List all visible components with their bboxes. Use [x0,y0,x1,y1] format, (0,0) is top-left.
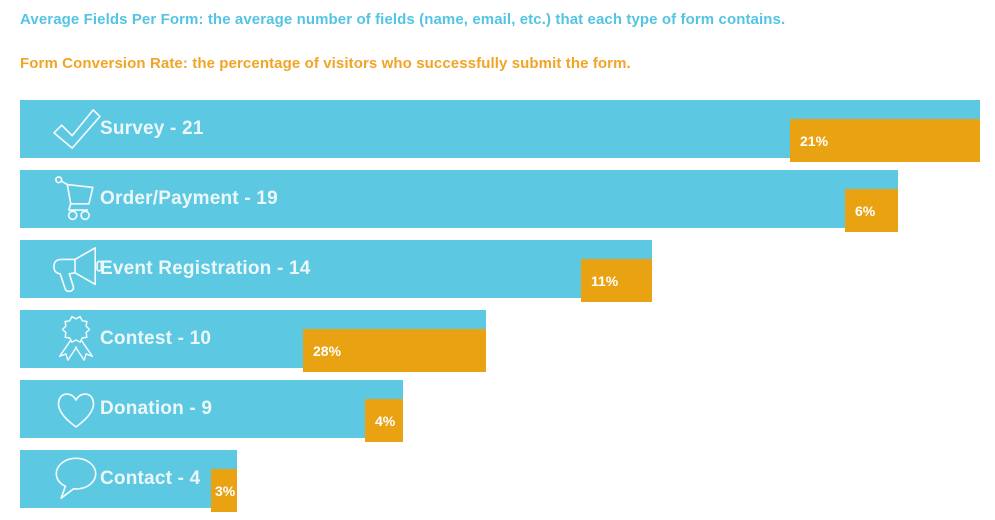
heart-icon [44,386,108,432]
category-label: Donation - 9 [100,398,213,419]
conversion-value: 21% [800,132,829,149]
fields-bar: Order/Payment - 19 [20,170,898,228]
conversion-value: 6% [855,202,876,219]
rosette-icon [44,314,108,364]
fields-definition-text: Average Fields Per Form: the average num… [20,11,786,28]
chart-row-contest: Contest - 10 28% [20,310,995,372]
conversion-value: 3% [215,482,236,499]
conversion-bar: 28% [303,329,486,372]
checkmark-icon [44,107,108,151]
category-label: Order/Payment - 19 [100,188,278,209]
conversion-bar: 3% [211,469,237,512]
chart-row-survey: Survey - 21 21% [20,100,995,162]
conversion-definition-text: Form Conversion Rate: the percentage of … [20,55,631,72]
speech-bubble-icon [44,455,108,503]
conversion-value: 4% [375,412,396,429]
category-label: Event Registration - 14 [100,258,311,279]
fields-bar: Event Registration - 14 [20,240,652,298]
fields-bar: Contact - 4 [20,450,237,508]
conversion-bar: 4% [365,399,403,442]
conversion-bar: 21% [790,119,980,162]
conversion-value: 28% [313,342,342,359]
category-label: Survey - 21 [100,118,204,139]
chart-row-order-payment: Order/Payment - 19 6% [20,170,995,232]
conversion-bar: 11% [581,259,652,302]
cart-icon [44,175,108,223]
conversion-bar: 6% [845,189,898,232]
fields-bar: Donation - 9 [20,380,403,438]
chart-row-event-registration: Event Registration - 14 11% [20,240,995,302]
category-label: Contest - 10 [100,328,212,349]
bar-chart: Survey - 21 21% Order/Payment - 19 6% [20,100,995,520]
conversion-value: 11% [591,272,619,289]
megaphone-icon [44,245,108,293]
category-label: Contact - 4 [100,468,201,489]
chart-row-contact: Contact - 4 3% [20,450,995,512]
chart-row-donation: Donation - 9 4% [20,380,995,442]
